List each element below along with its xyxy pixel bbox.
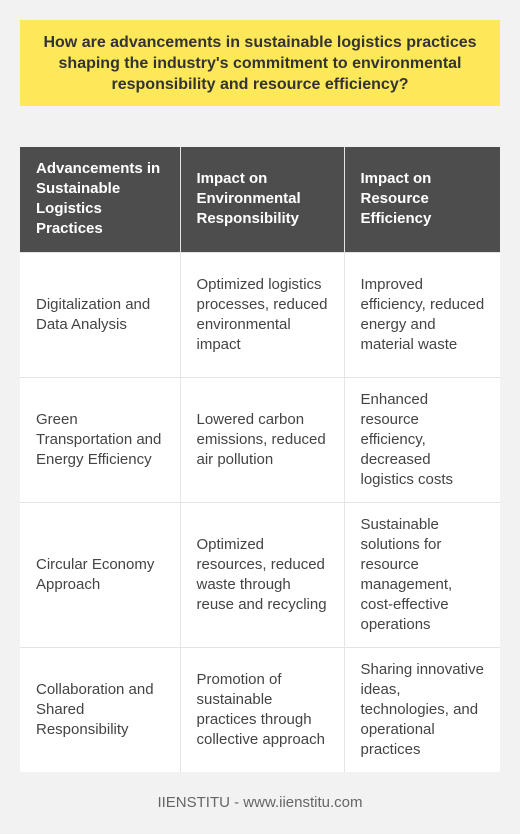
table-cell: Lowered carbon emissions, reduced air po…	[180, 376, 345, 502]
table-cell: Optimized resources, reduced waste throu…	[180, 501, 345, 647]
table-cell: Collaboration and Shared Responsibility	[20, 646, 181, 772]
page-title: How are advancements in sustainable logi…	[43, 33, 477, 93]
column-header-environmental: Impact on Environmental Responsibility	[180, 147, 345, 252]
column-header-advancements: Advancements in Sustainable Logistics Pr…	[20, 147, 181, 252]
table-cell: Promotion of sustainable practices throu…	[180, 646, 345, 772]
table-row: Collaboration and Shared Responsibility …	[20, 646, 500, 772]
table-row: Circular Economy Approach Optimized reso…	[20, 501, 500, 647]
table-cell: Optimized logistics processes, reduced e…	[180, 251, 345, 377]
table-cell: Green Transportation and Energy Efficien…	[20, 376, 181, 502]
footer-credit: IIENSTITU - www.iienstitu.com	[157, 794, 363, 811]
table-cell: Sharing innovative ideas, technologies, …	[344, 646, 500, 772]
table-cell: Enhanced resource efficiency, decreased …	[344, 376, 500, 502]
table-header-row: Advancements in Sustainable Logistics Pr…	[20, 147, 500, 252]
table-row: Green Transportation and Energy Efficien…	[20, 376, 500, 502]
title-box: How are advancements in sustainable logi…	[20, 20, 500, 106]
table-cell: Digitalization and Data Analysis	[20, 251, 181, 377]
table-row: Digitalization and Data Analysis Optimiz…	[20, 251, 500, 377]
table-cell: Circular Economy Approach	[20, 501, 181, 647]
table-cell: Improved efficiency, reduced energy and …	[344, 251, 500, 377]
table-cell: Sustainable solutions for resource manag…	[344, 501, 500, 647]
column-header-resource: Impact on Resource Efficiency	[344, 147, 500, 252]
comparison-table: Advancements in Sustainable Logistics Pr…	[20, 147, 500, 772]
